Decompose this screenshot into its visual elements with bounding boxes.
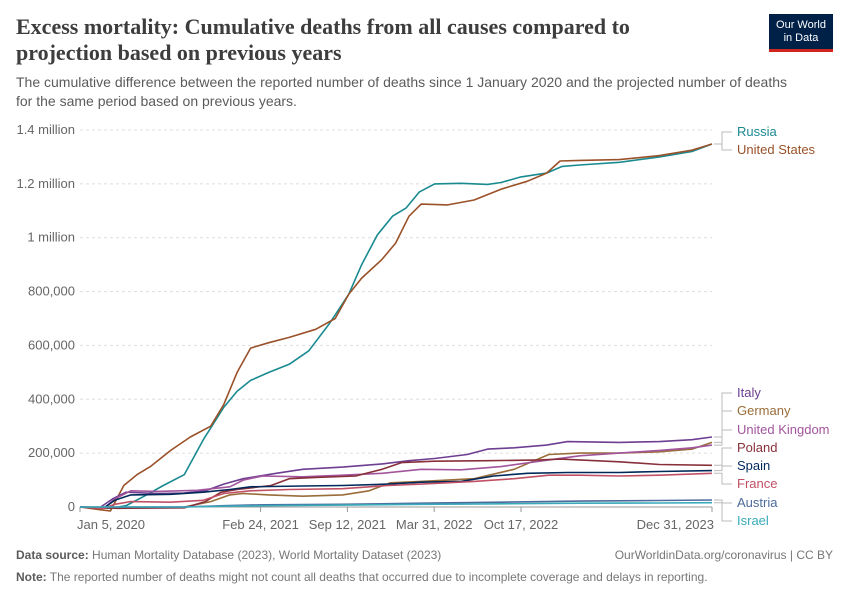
chart-title: Excess mortality: Cumulative deaths from… — [16, 14, 630, 65]
chart-note: Note: The reported number of deaths migh… — [16, 570, 708, 584]
license-link[interactable]: OurWorldinData.org/coronavirus | CC BY — [614, 548, 833, 562]
x-tick-label: Jan 5, 2020 — [77, 517, 145, 532]
label-connector — [714, 447, 732, 466]
y-tick-label: 0 — [68, 499, 75, 514]
label-connector — [714, 429, 732, 446]
y-tick-label: 1.2 million — [16, 176, 75, 191]
series-line-germany[interactable] — [79, 441, 713, 509]
x-tick-label: Mar 31, 2022 — [396, 517, 473, 532]
series-label[interactable]: United Kingdom — [737, 422, 830, 437]
series-layer — [79, 143, 713, 512]
note-label: Note: — [16, 570, 47, 584]
data-source: Data source: Human Mortality Database (2… — [16, 548, 441, 562]
series-label[interactable]: Spain — [737, 458, 770, 473]
x-tick-label: Feb 24, 2021 — [222, 517, 299, 532]
series-line-italy[interactable] — [79, 436, 713, 509]
x-tick-label: Sep 12, 2021 — [309, 517, 386, 532]
label-connector — [714, 472, 732, 485]
data-source-label: Data source: — [16, 548, 89, 562]
line-chart: 0 200,000 400,000 600,000 800,000 1 million 1.… — [16, 122, 830, 532]
label-layer: Russia United States Italy Germany United Ki… — [714, 124, 830, 528]
series-line-poland[interactable] — [79, 458, 713, 510]
owid-logo[interactable]: Our World in Data — [769, 14, 833, 52]
series-label[interactable]: United States — [737, 142, 816, 157]
y-tick-label: 800,000 — [28, 284, 75, 299]
series-label[interactable]: Poland — [737, 440, 777, 455]
series-line-france[interactable] — [79, 472, 713, 510]
data-source-link[interactable]: Human Mortality Database (2023), World M… — [92, 548, 442, 562]
y-tick-label: 400,000 — [28, 391, 75, 406]
series-line-united-states[interactable] — [79, 143, 713, 512]
label-connector — [714, 502, 732, 522]
x-tick-label: Oct 17, 2022 — [484, 517, 558, 532]
label-connector — [714, 499, 732, 504]
y-tick-label: 1 million — [27, 230, 75, 245]
label-connector — [714, 131, 732, 145]
label-connector — [714, 143, 732, 151]
series-label[interactable]: Israel — [737, 513, 769, 528]
series-line-russia[interactable] — [79, 143, 713, 510]
series-label[interactable]: France — [737, 476, 777, 491]
series-line-israel[interactable] — [80, 501, 713, 508]
series-label[interactable]: Germany — [737, 403, 791, 418]
y-tick-label: 600,000 — [28, 337, 75, 352]
y-tick-label: 200,000 — [28, 445, 75, 460]
chart-subtitle: The cumulative difference between the re… — [16, 74, 788, 109]
note-text: The reported number of deaths might not … — [49, 570, 708, 584]
x-tick-label: Dec 31, 2023 — [637, 517, 714, 532]
series-line-spain[interactable] — [79, 469, 713, 509]
grid-layer: 0 200,000 400,000 600,000 800,000 1 million 1.… — [16, 122, 714, 532]
series-label[interactable]: Austria — [737, 495, 778, 510]
logo-line-2: in Data — [783, 32, 819, 44]
label-connector — [714, 410, 732, 443]
series-label[interactable]: Italy — [737, 385, 761, 400]
series-label[interactable]: Russia — [737, 124, 778, 139]
series-line-united-kingdom[interactable] — [79, 444, 713, 510]
logo-line-1: Our World — [776, 19, 826, 31]
y-tick-label: 1.4 million — [16, 122, 75, 137]
label-connector — [714, 465, 732, 472]
